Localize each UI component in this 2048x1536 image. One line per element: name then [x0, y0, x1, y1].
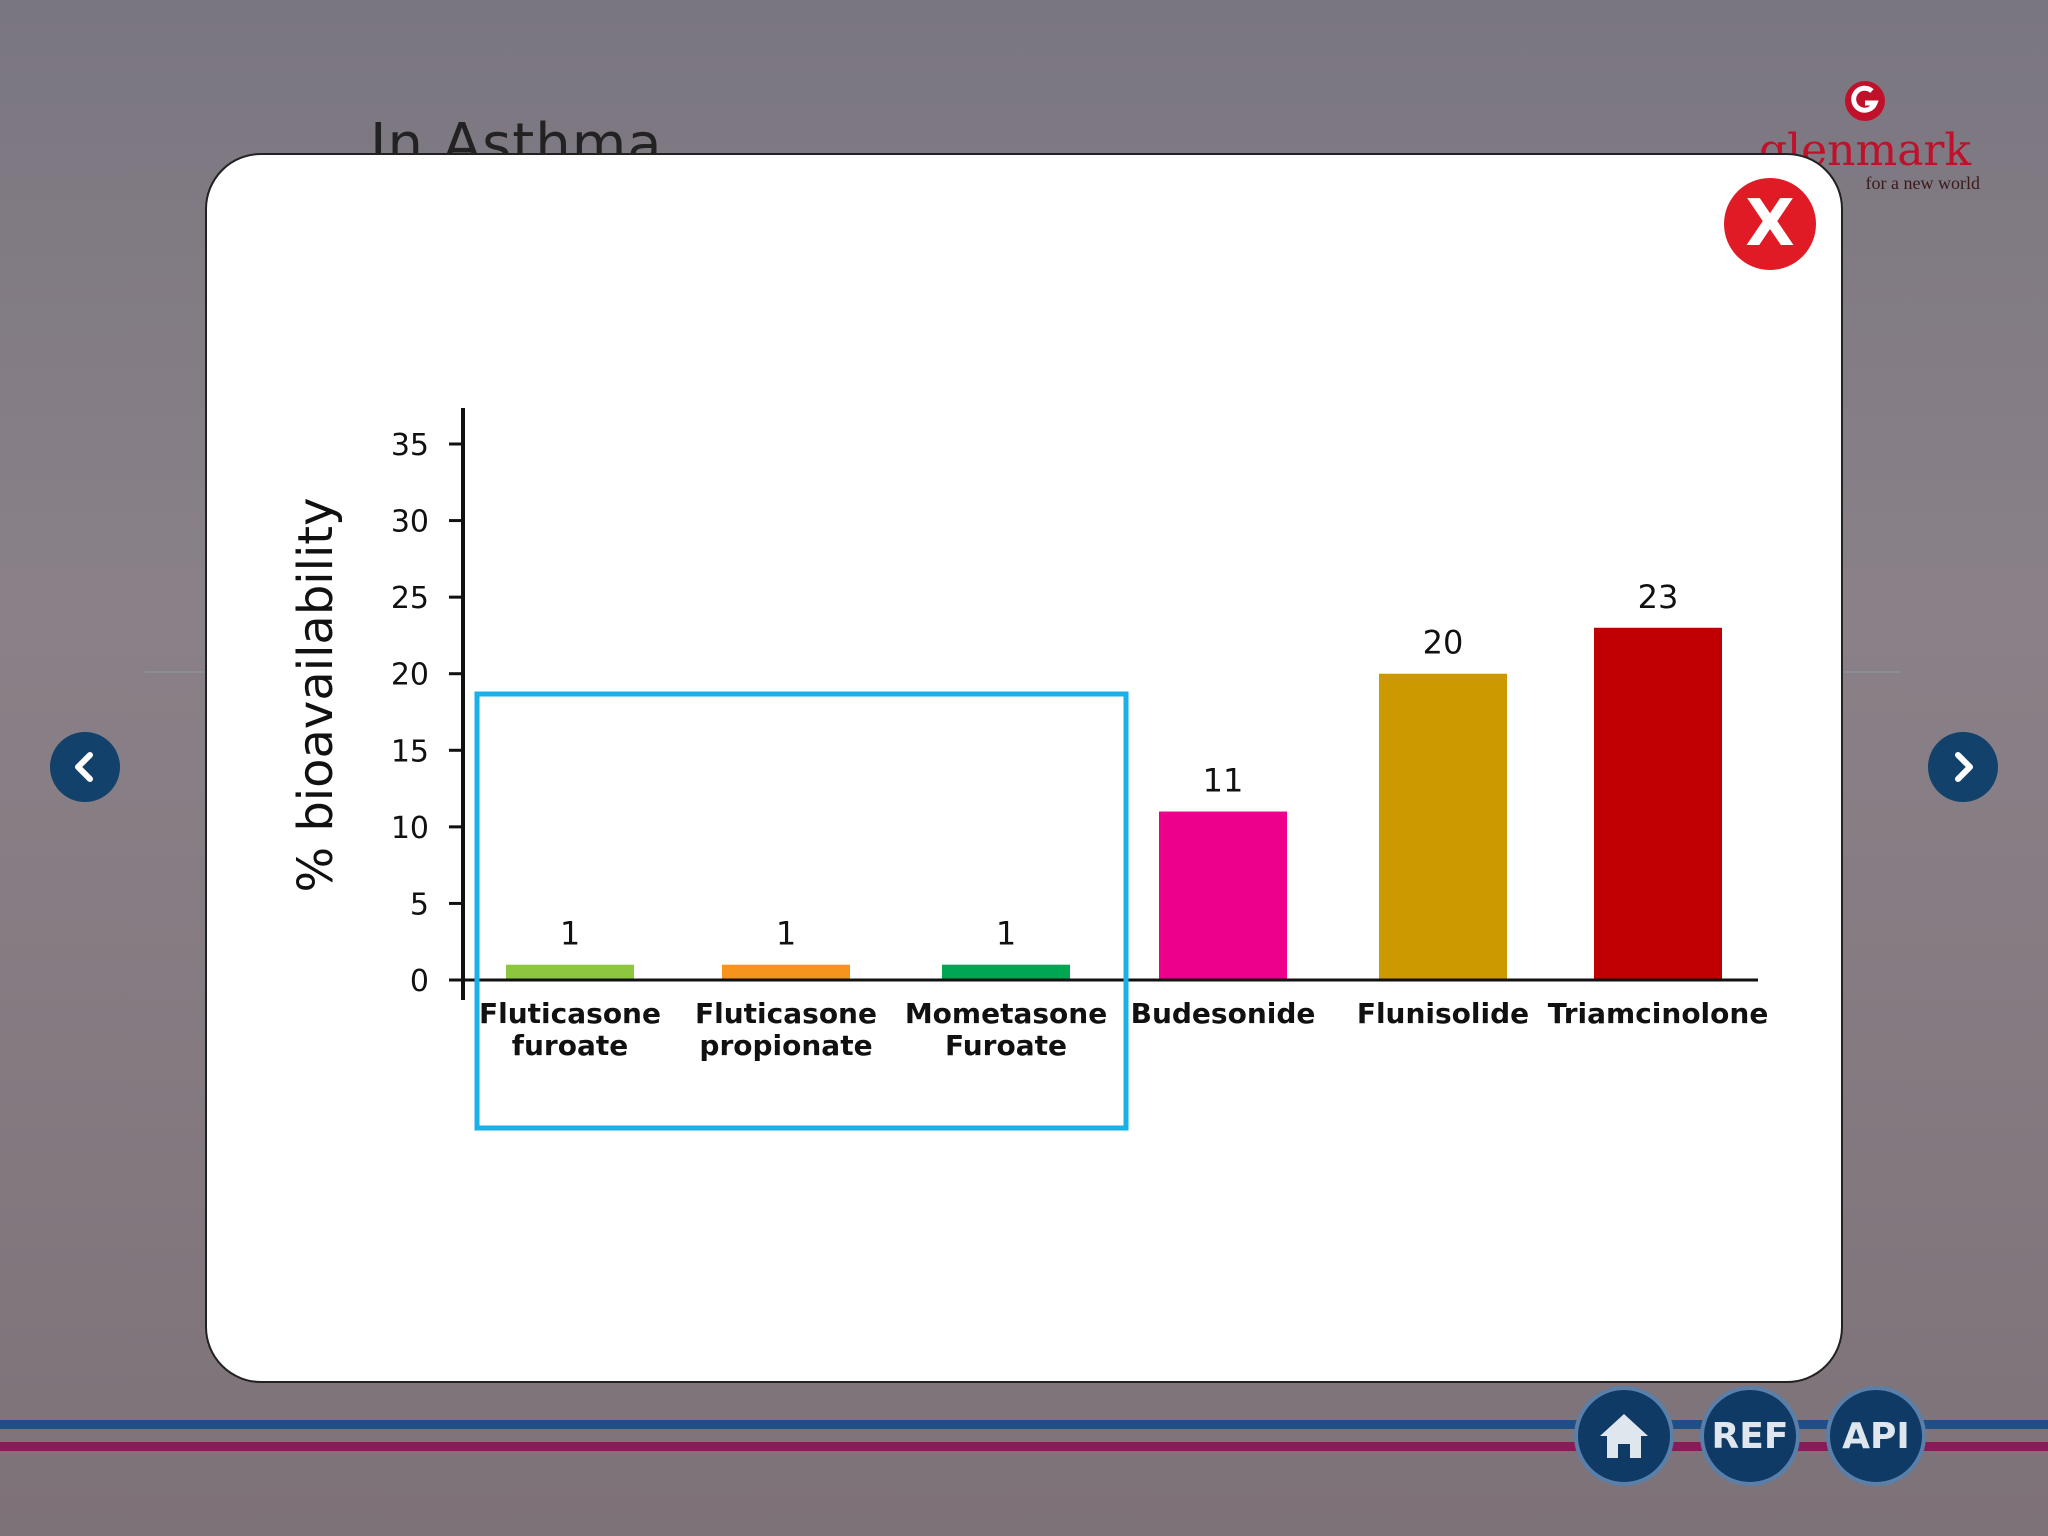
chevron-left-icon — [75, 752, 93, 782]
bar — [506, 964, 634, 979]
logo-tagline: for a new world — [1865, 173, 1980, 193]
bar — [1379, 673, 1507, 979]
category-label: Furoate — [945, 1029, 1067, 1062]
bar — [1159, 811, 1287, 979]
category-label: Fluticasone — [695, 997, 877, 1030]
y-tick-label: 20 — [391, 658, 429, 693]
category-label: Mometasone — [905, 997, 1107, 1030]
bar — [1594, 627, 1722, 979]
y-tick-label: 5 — [410, 887, 429, 922]
category-label: furoate — [512, 1029, 628, 1062]
bar-value-label: 1 — [776, 915, 796, 953]
bar-value-label: 20 — [1423, 624, 1464, 662]
y-tick-label: 10 — [391, 811, 429, 846]
next-slide-button[interactable] — [1928, 732, 1998, 802]
bar-value-label: 1 — [560, 915, 580, 953]
divider-left — [145, 671, 205, 673]
chevron-right-icon — [1955, 752, 1973, 782]
divider-right — [1840, 671, 1900, 673]
category-label: propionate — [699, 1029, 872, 1062]
prev-slide-button[interactable] — [50, 732, 120, 802]
y-tick-label: 0 — [410, 964, 429, 999]
y-tick-label: 30 — [391, 505, 429, 540]
close-icon: X — [1745, 187, 1795, 261]
bar — [942, 964, 1070, 979]
category-label: Flunisolide — [1357, 997, 1529, 1030]
bar-value-label: 11 — [1203, 762, 1244, 800]
category-label: Budesonide — [1131, 997, 1316, 1030]
y-tick-label: 25 — [391, 581, 429, 616]
home-button[interactable] — [1574, 1386, 1674, 1486]
bar — [722, 964, 850, 979]
category-label: Triamcinolone — [1548, 997, 1769, 1030]
footer-stripe-pink — [0, 1442, 2048, 1451]
y-tick-label: 35 — [391, 428, 429, 463]
glenmark-logo-icon — [1845, 81, 1885, 121]
home-icon — [1600, 1414, 1648, 1458]
close-modal-button[interactable]: X — [1724, 178, 1816, 270]
category-label: Fluticasone — [479, 997, 661, 1030]
ref-button[interactable]: REF — [1700, 1386, 1800, 1486]
bar-value-label: 1 — [996, 915, 1016, 953]
y-tick-label: 15 — [391, 734, 429, 769]
footer-stripe-blue — [0, 1420, 2048, 1429]
highlight-box — [474, 691, 1129, 1131]
bar-value-label: 23 — [1638, 578, 1679, 616]
y-axis-label: % bioavailability — [288, 497, 344, 892]
api-button[interactable]: API — [1826, 1386, 1926, 1486]
